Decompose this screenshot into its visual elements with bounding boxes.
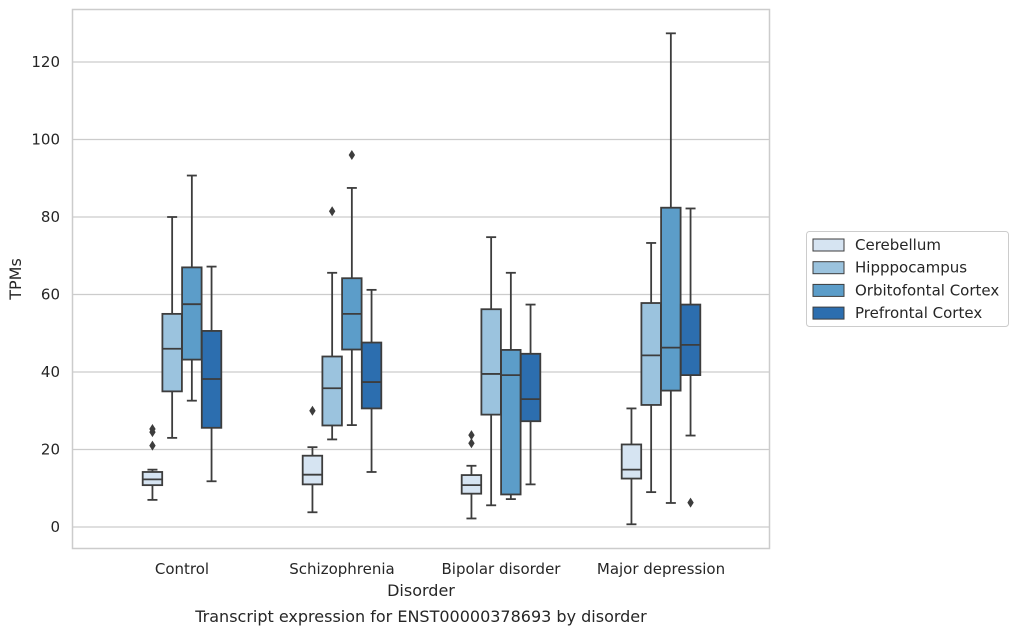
series-orbitofontal-cortex <box>181 32 682 504</box>
legend-swatch <box>812 306 845 320</box>
x-axis-title: Disorder <box>387 581 455 600</box>
box-iqr <box>620 443 643 480</box>
box-iqr <box>519 352 542 423</box>
box-iqr <box>321 355 343 427</box>
box <box>500 271 522 501</box>
box-iqr <box>181 266 203 361</box>
box-iqr <box>301 454 324 486</box>
box <box>519 303 542 486</box>
box-series <box>141 32 702 526</box>
y-tick-label: 40 <box>41 363 60 381</box>
outlier-point <box>687 497 694 508</box>
box <box>480 236 502 507</box>
outlier-point <box>309 405 316 416</box>
outlier-point <box>348 150 356 160</box>
y-axis-title: TPMs <box>6 258 25 301</box>
box-iqr <box>660 206 682 392</box>
box <box>679 207 702 508</box>
box <box>660 32 682 504</box>
box <box>200 265 223 483</box>
legend-label: Cerebellum <box>855 236 941 254</box>
box <box>341 150 363 426</box>
legend-label: Prefrontal Cortex <box>855 304 982 322</box>
box <box>301 405 324 514</box>
x-tick-label: Control <box>155 560 209 578</box>
series-prefrontal-cortex <box>200 207 702 508</box>
box <box>460 430 483 520</box>
box <box>141 423 164 501</box>
box-iqr <box>480 308 502 416</box>
outlier-point <box>468 438 475 449</box>
legend-label: Hipppocampus <box>855 259 967 277</box>
legend-label: Orbitofontal Cortex <box>855 281 999 299</box>
box <box>161 216 183 439</box>
box <box>321 206 343 441</box>
legend-frame <box>806 231 1009 327</box>
y-tick-label: 60 <box>41 286 60 304</box>
box <box>620 407 643 526</box>
box <box>181 174 203 402</box>
y-tick-labels: 0 20 40 60 80 100 120 <box>31 53 60 536</box>
box-iqr <box>360 341 383 410</box>
x-tick-label: Schizophrenia <box>289 560 394 578</box>
series-hipppocampus <box>161 206 662 507</box>
y-tick-label: 20 <box>41 441 60 459</box>
outlier-point <box>149 423 156 434</box>
box-iqr <box>640 302 662 406</box>
box-iqr <box>679 303 702 377</box>
chart-caption: Transcript expression for ENST0000037869… <box>194 607 647 626</box>
box <box>360 288 383 473</box>
legend-swatch <box>812 261 845 275</box>
outlier-point <box>328 206 336 217</box>
y-tick-label: 0 <box>50 518 60 536</box>
box <box>640 242 662 494</box>
plot-area-frame <box>71 8 771 550</box>
legend-swatch <box>812 283 845 297</box>
box-iqr <box>500 349 522 496</box>
box-iqr <box>161 312 183 393</box>
x-tick-label: Major depression <box>597 560 725 578</box>
series-cerebellum <box>141 405 643 526</box>
legend: Cerebellum Hipppocampus Orbitofontal Corte… <box>806 231 1009 327</box>
legend-swatch <box>812 238 845 252</box>
outlier-point <box>149 440 156 451</box>
y-tick-label: 100 <box>31 131 60 149</box>
y-tick-label: 80 <box>41 208 60 226</box>
y-tick-label: 120 <box>31 53 60 71</box>
x-tick-labels: Control Schizophrenia Bipolar disorder Majo… <box>155 560 725 578</box>
x-tick-label: Bipolar disorder <box>442 560 562 578</box>
outlier-point <box>468 430 475 441</box>
